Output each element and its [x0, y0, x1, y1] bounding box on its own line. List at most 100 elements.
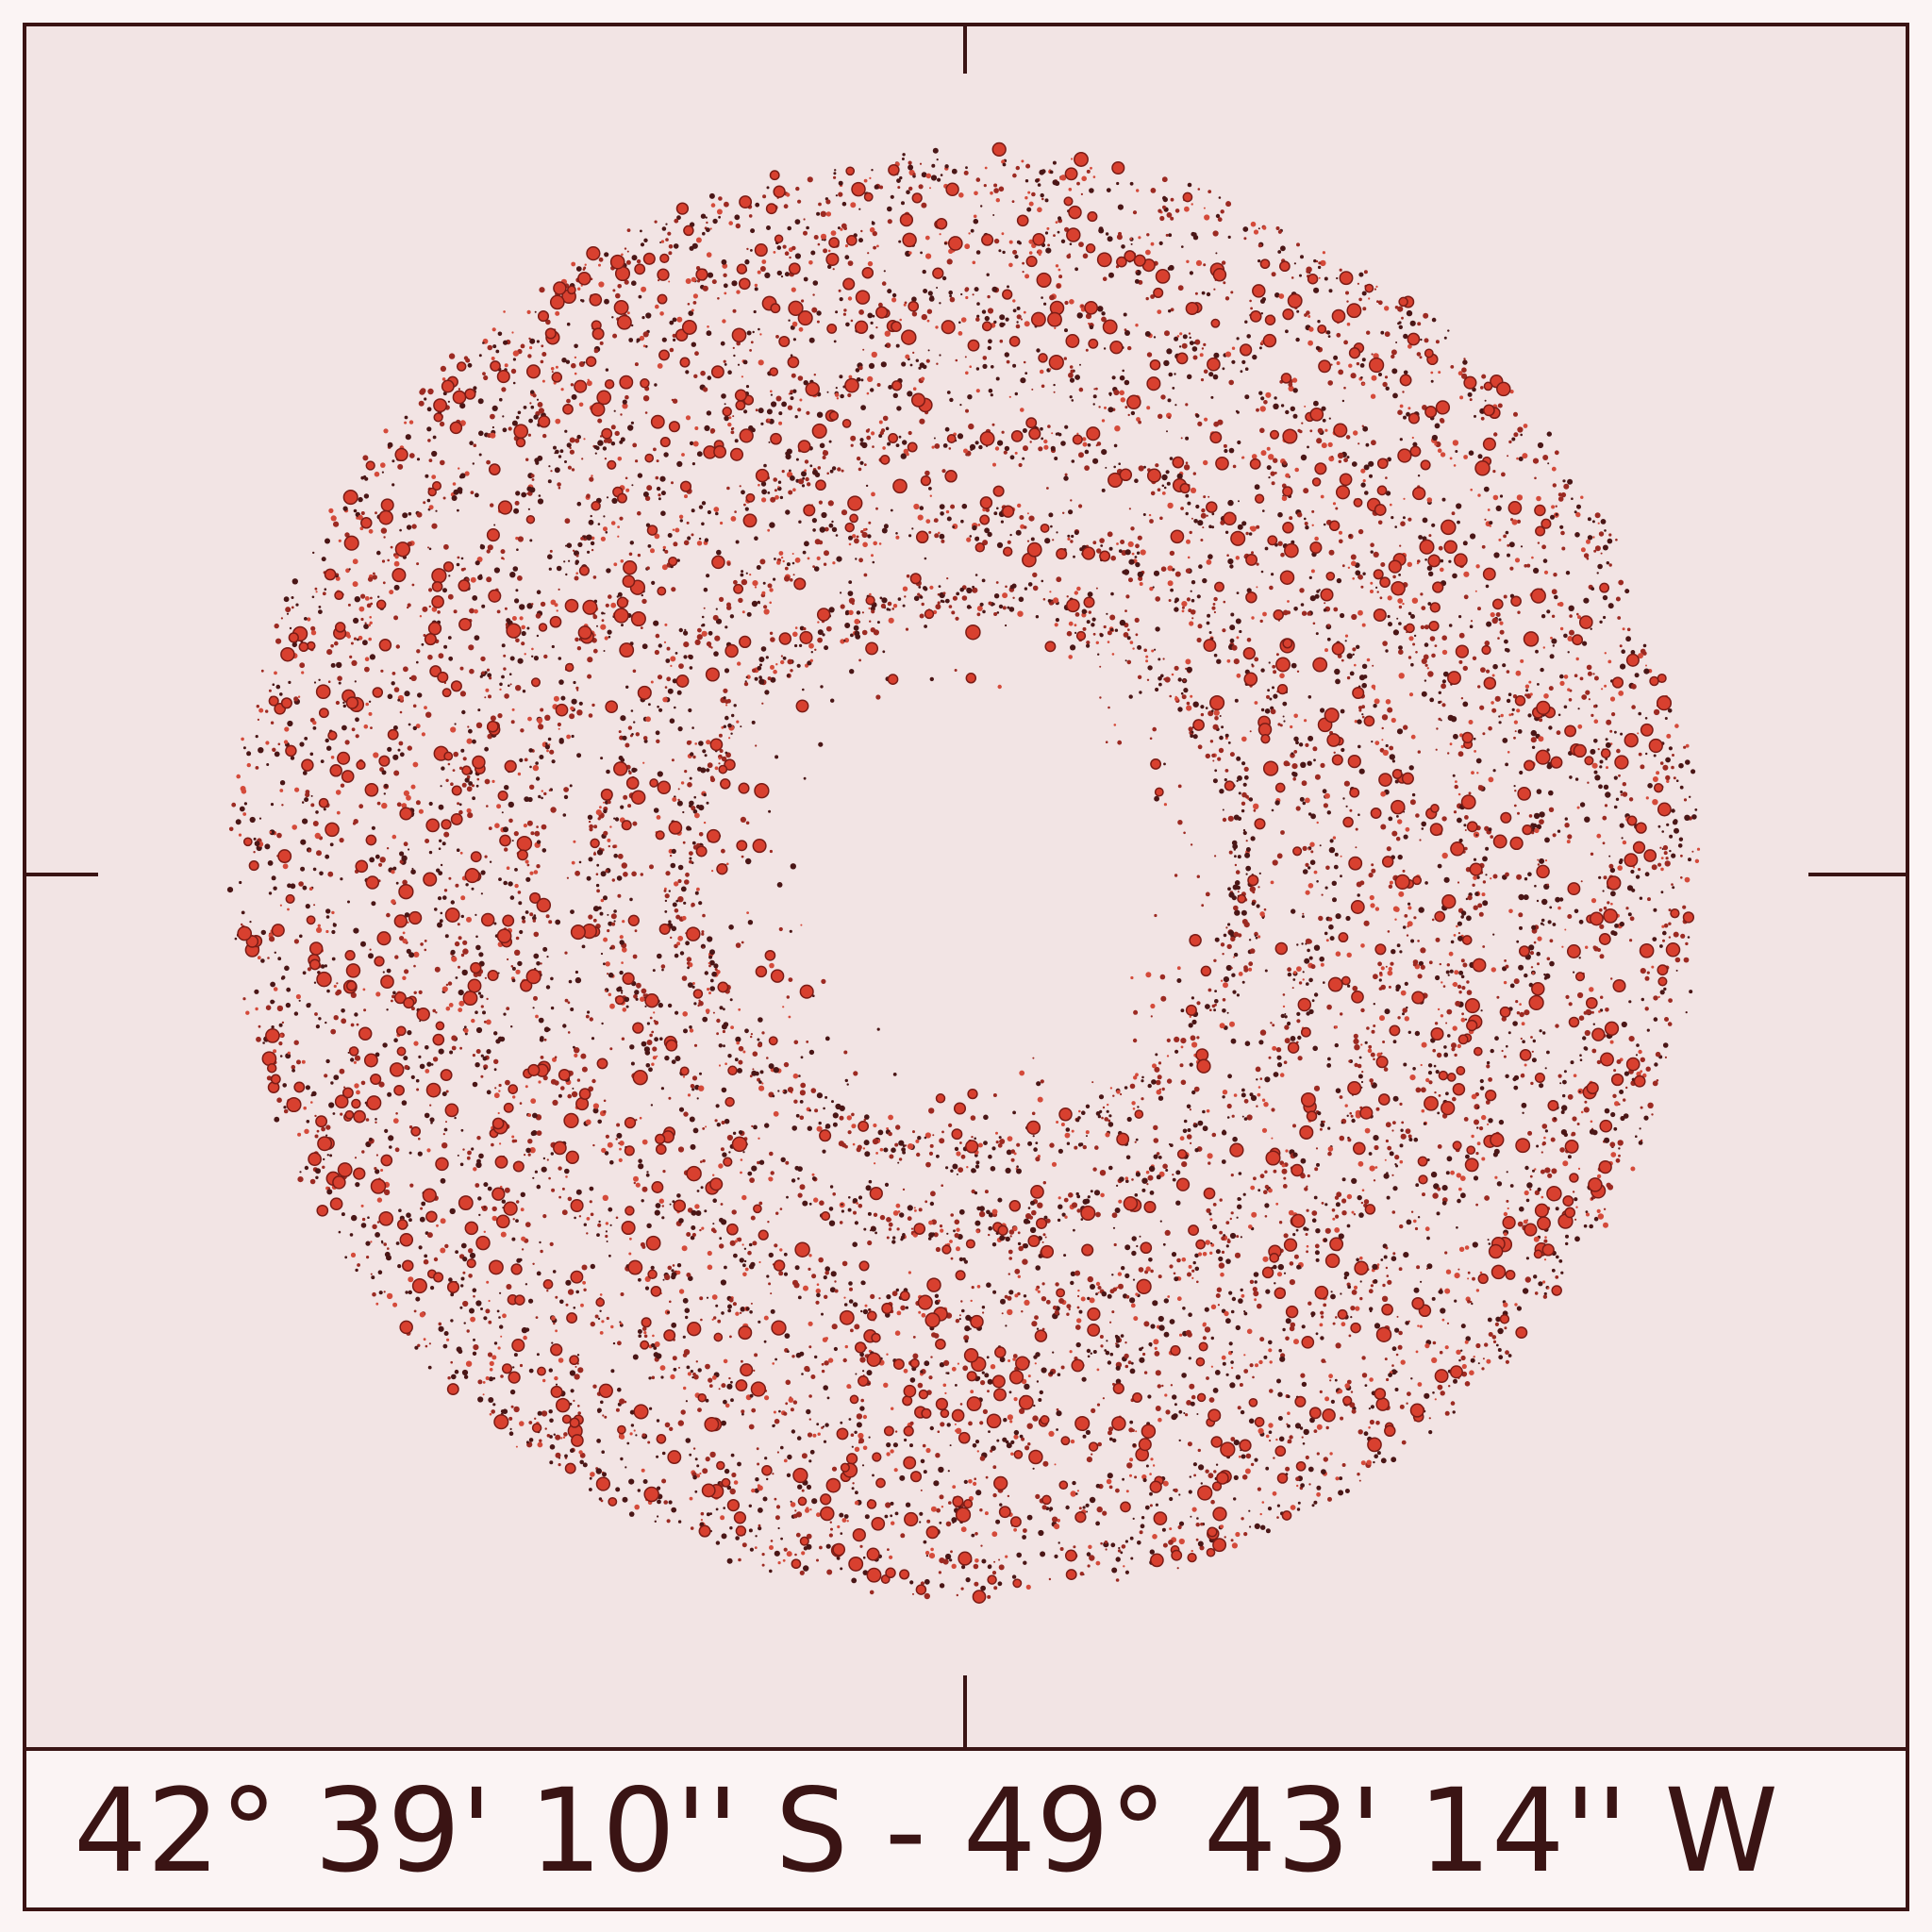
dot: [349, 655, 353, 659]
dot: [291, 1064, 296, 1070]
dot: [1460, 1324, 1466, 1329]
dot: [1544, 1167, 1551, 1174]
dot: [1524, 1190, 1529, 1196]
dot: [778, 1409, 781, 1413]
dot: [1377, 961, 1382, 967]
dot: [1276, 853, 1283, 859]
dot: [685, 872, 690, 877]
dot: [1603, 875, 1607, 880]
dot: [424, 706, 427, 709]
dot: [1306, 1208, 1309, 1212]
dot: [1518, 893, 1524, 901]
dot: [1237, 524, 1243, 530]
dot: [929, 585, 934, 590]
dot: [619, 940, 625, 945]
dot: [666, 1519, 671, 1524]
dot: [844, 244, 849, 248]
dot: [1575, 1206, 1578, 1208]
dot: [323, 808, 326, 811]
dot: [1493, 432, 1498, 437]
dot: [271, 1025, 275, 1029]
dot: [473, 443, 477, 448]
dot: [661, 1205, 664, 1208]
dot: [732, 346, 735, 349]
dot: [491, 779, 495, 784]
dot: [1230, 1360, 1234, 1364]
dot: [1291, 276, 1294, 279]
dot: [1503, 594, 1507, 599]
dot: [567, 1031, 571, 1034]
dot: [1354, 1062, 1358, 1068]
dot: [1042, 1233, 1046, 1237]
dot: [763, 1315, 769, 1321]
dot: [1056, 576, 1062, 583]
dot: [1095, 1560, 1101, 1566]
dot: [1441, 1200, 1447, 1206]
dot: [1687, 936, 1690, 939]
dot: [1508, 713, 1512, 717]
dot: [1262, 611, 1267, 617]
dot: [1674, 957, 1681, 963]
dot: [1224, 351, 1232, 358]
dot: [840, 1567, 843, 1571]
dot: [873, 1212, 878, 1218]
dot: [1177, 285, 1184, 291]
dot: [1054, 1463, 1057, 1466]
dot: [425, 711, 432, 718]
dot: [1190, 1515, 1192, 1518]
dot: [784, 272, 790, 277]
dot: [1120, 397, 1126, 403]
dot: [722, 1029, 726, 1034]
dot: [1189, 1475, 1192, 1478]
dot: [1124, 1545, 1126, 1547]
dot: [1395, 1371, 1398, 1374]
dot: [860, 229, 863, 233]
dot: [309, 752, 314, 757]
dot: [1314, 536, 1319, 541]
dot: [451, 495, 458, 501]
dot: [457, 802, 460, 806]
dot: [1377, 520, 1383, 525]
dot: [1043, 439, 1048, 444]
dot: [1069, 365, 1074, 369]
dot: [1596, 1174, 1602, 1179]
dot: [1339, 268, 1342, 272]
dot: [1541, 544, 1546, 550]
dot: [408, 511, 412, 516]
dot: [590, 1212, 594, 1217]
dot: [347, 603, 351, 607]
dot: [467, 812, 474, 819]
dot: [799, 1090, 807, 1096]
dot: [601, 1320, 605, 1324]
dot: [851, 1124, 857, 1129]
dot: [1243, 1532, 1248, 1537]
dot: [302, 818, 308, 824]
dot: [1055, 1282, 1059, 1287]
dot: [734, 1240, 738, 1243]
dot: [707, 325, 709, 328]
dot: [715, 608, 718, 610]
dot: [1111, 1274, 1114, 1276]
dot: [650, 1265, 655, 1270]
dot: [1536, 951, 1541, 957]
dot: [448, 353, 456, 359]
dot: [888, 1227, 892, 1231]
dot: [1560, 491, 1567, 498]
dot: [788, 1015, 791, 1019]
dot: [1400, 521, 1406, 526]
dot: [971, 1533, 975, 1538]
dot: [1316, 1485, 1322, 1491]
dot: [1617, 865, 1623, 871]
dot: [1334, 1378, 1338, 1382]
dot: [1135, 1138, 1139, 1141]
dot: [875, 1152, 878, 1155]
dot: [536, 825, 539, 828]
dot: [1014, 255, 1019, 259]
dot: [817, 242, 821, 246]
dot: [549, 1241, 554, 1246]
dot: [530, 405, 535, 409]
dot: [1190, 590, 1192, 592]
dot: [808, 1345, 812, 1349]
dot: [823, 1275, 827, 1280]
dot: [1350, 1391, 1354, 1393]
